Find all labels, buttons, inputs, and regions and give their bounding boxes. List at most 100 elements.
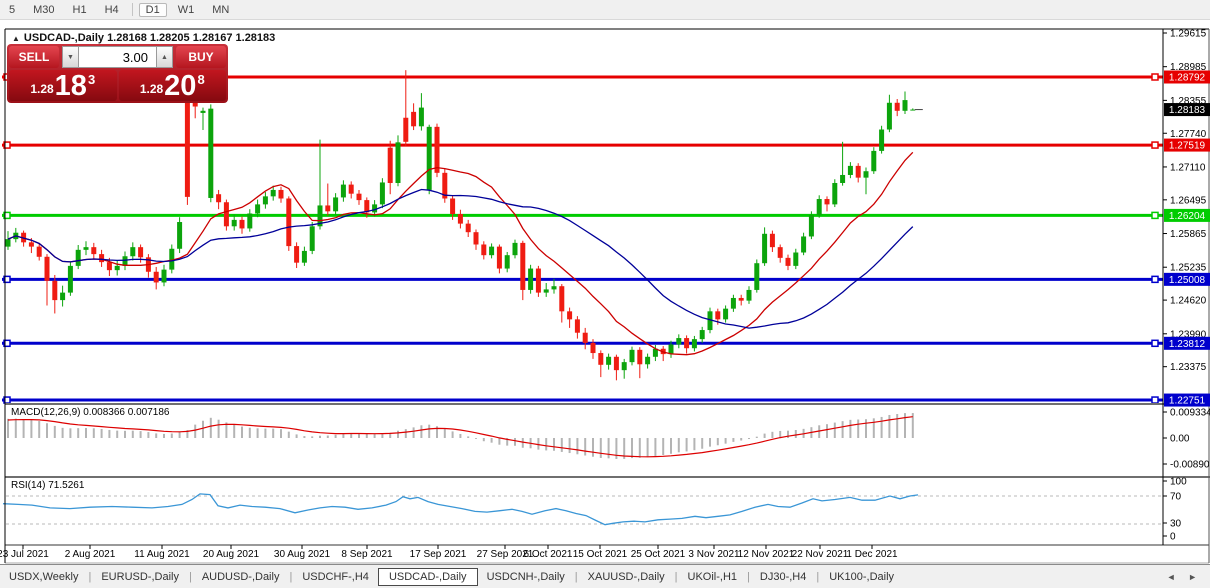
candle	[52, 274, 58, 314]
tab-dj30-h4[interactable]: DJ30-,H4	[759, 571, 807, 583]
tab-audusd-daily[interactable]: AUDUSD-,Daily	[201, 571, 280, 583]
candle	[668, 340, 674, 358]
candle-body	[496, 246, 502, 269]
candle	[855, 163, 861, 183]
candle	[902, 91, 908, 115]
candle	[450, 195, 456, 220]
candle-body	[372, 204, 378, 213]
candle-body	[504, 255, 510, 269]
macd-panel-divider[interactable]	[5, 403, 1210, 405]
candle	[239, 216, 245, 234]
candle-body	[36, 246, 42, 257]
candle-body	[231, 219, 237, 227]
candle-body	[535, 268, 541, 293]
tab-ukoil-h1[interactable]: UKOil-,H1	[687, 571, 738, 583]
candle	[130, 242, 136, 261]
hline-handle[interactable]	[3, 211, 11, 220]
price-tick-label: 1.29615	[1170, 28, 1207, 39]
hline-handle[interactable]	[1151, 211, 1159, 220]
candle-body	[262, 196, 268, 205]
timeframe-m30[interactable]: M30	[33, 3, 55, 16]
candle-body	[356, 193, 362, 201]
candle-body	[886, 102, 892, 130]
candle	[286, 196, 292, 251]
hline-handle[interactable]	[1151, 396, 1159, 404]
price-tick-label: 1.24620	[1170, 296, 1207, 307]
candle-body	[769, 233, 775, 248]
hline-handle[interactable]	[3, 339, 11, 348]
candle-body	[738, 297, 744, 301]
candle-body	[543, 289, 549, 293]
tab-scroll-right-icon[interactable]: ►	[1188, 572, 1202, 582]
hline-price-label-bg	[1164, 138, 1210, 152]
buy-price-big: 20	[164, 70, 197, 102]
rsi-panel-divider[interactable]	[5, 476, 1210, 478]
collapse-panel-icon[interactable]: ▲	[12, 34, 20, 43]
candle	[754, 259, 760, 293]
hline-handle[interactable]	[1151, 275, 1159, 284]
sell-price-base: 1.28	[30, 82, 54, 96]
tab-separator: |	[88, 571, 92, 583]
volume-increase-icon[interactable]: ▲	[156, 46, 173, 68]
candle	[372, 200, 378, 217]
candle	[684, 335, 690, 354]
candle	[832, 179, 838, 208]
candle-body	[754, 263, 760, 290]
timeframe-d1[interactable]: D1	[138, 2, 167, 17]
chart-tab-bar: USDX,Weekly | EURUSD-,Daily | AUDUSD-,Daily |…	[0, 564, 1210, 588]
date-label: 11 Aug 2021	[134, 549, 190, 560]
sell-button[interactable]: SELL	[9, 46, 59, 68]
candle-body	[691, 339, 697, 349]
candle	[317, 139, 323, 230]
timeframe-w1[interactable]: W1	[177, 3, 195, 16]
candle	[177, 217, 183, 254]
tab-xauusd-daily[interactable]: XAUUSD-,Daily	[587, 571, 665, 583]
volume-decrease-icon[interactable]: ▼	[62, 46, 79, 68]
candle-body	[613, 356, 619, 371]
candle-body	[621, 362, 627, 371]
candle-body	[379, 182, 385, 205]
timeframe-mn[interactable]: MN	[212, 3, 230, 16]
sell-price-display[interactable]: 1.28 18 3	[9, 70, 117, 101]
candle	[606, 353, 612, 370]
candle	[699, 326, 705, 343]
timeframe-h4[interactable]: H4	[104, 3, 119, 16]
hline-handle[interactable]	[1151, 141, 1159, 149]
candle	[301, 246, 307, 266]
candle-body	[169, 248, 175, 270]
macd-axis-label: 0.009334	[1170, 408, 1210, 419]
tab-scroll-left-icon[interactable]: ◄	[1166, 572, 1181, 582]
candle-body	[723, 308, 729, 320]
hline-handle[interactable]	[3, 141, 11, 149]
tab-usdchf-h4[interactable]: USDCHF-,H4	[302, 571, 369, 583]
tab-usdcad-daily[interactable]: USDCAD-,Daily	[377, 568, 478, 586]
tab-usdcnh-daily[interactable]: USDCNH-,Daily	[486, 571, 565, 583]
buy-button[interactable]: BUY	[176, 46, 226, 68]
candle-body	[512, 242, 518, 256]
candle	[247, 209, 253, 232]
timeframe-5[interactable]: 5	[9, 3, 16, 16]
rsi-axis-label: 0	[1170, 532, 1176, 543]
buy-price-display[interactable]: 1.28 20 8	[118, 70, 226, 102]
timeframe-h1[interactable]: H1	[72, 3, 87, 16]
hline-price-label-bg	[1164, 272, 1210, 286]
date-label: 25 Oct 2021	[631, 549, 686, 560]
candle-body	[278, 189, 284, 199]
hline-handle[interactable]	[1151, 339, 1159, 348]
hline-price-label-bg	[1164, 336, 1210, 350]
hline-handle[interactable]	[1151, 73, 1159, 81]
tab-eurusd-daily[interactable]: EURUSD-,Daily	[101, 571, 179, 583]
date-label: 30 Aug 2021	[274, 549, 331, 560]
tab-usdx-weekly[interactable]: USDX,Weekly	[9, 571, 79, 583]
tab-separator: |	[574, 571, 578, 583]
candle	[528, 264, 534, 294]
tab-separator: |	[289, 571, 293, 583]
candle	[613, 354, 619, 381]
volume-input[interactable]: 3.00	[79, 46, 156, 68]
tab-uk100-daily[interactable]: UK100-,Daily	[829, 571, 895, 583]
hline-handle[interactable]	[3, 275, 11, 284]
date-label: 12 Nov 2021	[738, 549, 795, 560]
candle	[808, 211, 814, 240]
candle-body	[75, 249, 81, 266]
